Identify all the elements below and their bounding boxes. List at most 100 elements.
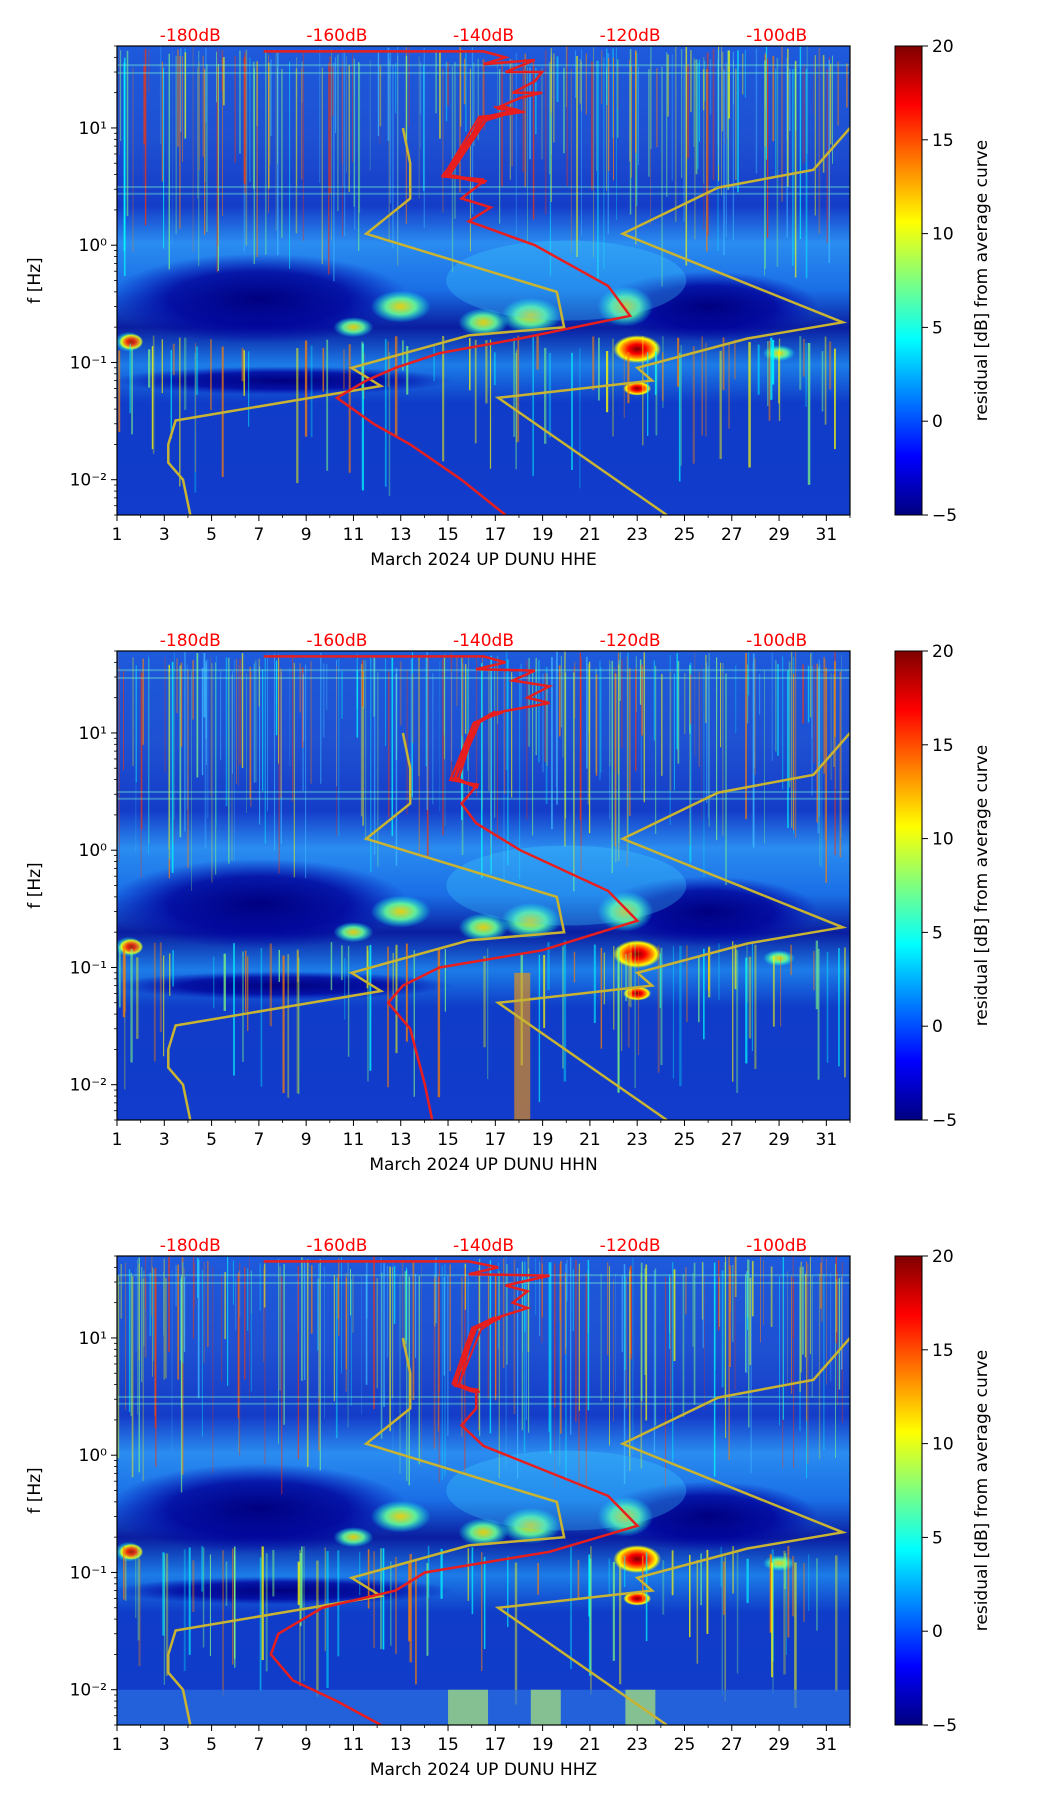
psd-curve	[263, 1260, 640, 1725]
x-tick-label: 13	[390, 525, 412, 545]
low-power-region	[117, 1463, 409, 1554]
top-db-label: -100dB	[746, 631, 807, 651]
x-tick-label: 19	[532, 1735, 554, 1755]
noise-model-high-curve	[494, 1337, 850, 1725]
y-tick-label: 10⁻¹	[70, 958, 107, 978]
x-tick-label: 25	[674, 525, 696, 545]
y-tick-label: 10⁰	[79, 841, 108, 861]
colorbar-tick-label: 15	[932, 1341, 954, 1361]
x-tick-label: 9	[301, 525, 312, 545]
y-tick-label: 10⁻¹	[70, 1563, 107, 1583]
colorbar-tick-label: 10	[932, 1435, 954, 1455]
colorbar-tick-label: 15	[932, 736, 954, 756]
colorbar-tick-label: 20	[932, 642, 954, 662]
colorbar: −5 0 5 10 15 20 residual [dB] from average cur…	[894, 37, 992, 526]
x-tick-label: 25	[674, 1735, 696, 1755]
top-db-label: -140dB	[453, 26, 514, 46]
y-tick-label: 10⁰	[79, 1446, 108, 1466]
top-db-label: -120dB	[600, 26, 661, 46]
microseism-blob	[597, 891, 654, 932]
top-db-label: -140dB	[453, 1236, 514, 1256]
x-tick-label: 5	[206, 525, 217, 545]
microseism-blob	[763, 950, 796, 967]
colorbar-tick-label: −5	[932, 506, 957, 526]
y-axis-label: f [Hz]	[25, 257, 45, 303]
x-tick-label: 17	[485, 1130, 507, 1150]
x-tick-label: 17	[485, 525, 507, 545]
noise-model-high-curve	[494, 127, 850, 515]
x-tick-label: 3	[159, 1735, 170, 1755]
colorbar-gradient	[894, 1255, 923, 1726]
microseism-blob	[370, 1500, 431, 1533]
storm-hotspot	[623, 1591, 652, 1606]
storm-hotspot	[613, 940, 662, 969]
low-power-band	[117, 366, 453, 395]
noise-model-low-curve	[167, 127, 566, 515]
microseism-blob	[370, 895, 431, 928]
storm-hotspot	[119, 1543, 144, 1560]
colorbar-tick-label: 5	[932, 1528, 943, 1548]
x-tick-label: 15	[437, 1130, 459, 1150]
top-db-label: -120dB	[600, 1236, 661, 1256]
y-tick-label: 10¹	[79, 724, 107, 744]
top-db-label: -160dB	[306, 26, 367, 46]
x-tick-label: 13	[390, 1130, 412, 1150]
x-tick-label: 7	[253, 1130, 264, 1150]
x-tick-label: 1	[112, 1130, 123, 1150]
low-power-region	[117, 858, 409, 949]
y-axis-label: f [Hz]	[25, 862, 45, 908]
microseism-blob	[333, 317, 374, 338]
storm-hotspot	[623, 986, 652, 1001]
noise-model-low-curve	[167, 1337, 566, 1725]
colorbar-tick-label: 10	[932, 225, 954, 245]
y-tick-label: 10⁻²	[70, 471, 107, 491]
x-tick-label: 17	[485, 1735, 507, 1755]
top-db-label: -100dB	[746, 1236, 807, 1256]
x-tick-label: 25	[674, 1130, 696, 1150]
x-tick-label: 27	[721, 525, 743, 545]
colorbar: −5 0 5 10 15 20 residual [dB] from average cur…	[894, 1247, 992, 1736]
storm-hotspot	[623, 381, 652, 396]
microseism-blob	[333, 1527, 374, 1548]
x-tick-label: 23	[626, 1130, 648, 1150]
colorbar-label: residual [dB] from average curve	[972, 140, 992, 421]
x-tick-label: 15	[437, 525, 459, 545]
x-tick-label: 11	[343, 1735, 365, 1755]
y-tick-label: 10¹	[79, 119, 107, 139]
x-tick-label: 7	[253, 525, 264, 545]
x-tick-label: 21	[579, 1130, 601, 1150]
noise-model-high-curve	[494, 732, 850, 1120]
microseism-blob	[370, 290, 431, 323]
microseism-blob	[458, 308, 509, 337]
microseism-blob	[500, 902, 561, 939]
y-tick-label: 10⁻¹	[70, 353, 107, 373]
storm-hotspot	[119, 938, 144, 955]
colorbar-tick-label: 0	[932, 1622, 943, 1642]
microseism-blob	[597, 286, 654, 327]
microseism-blob	[500, 1507, 561, 1544]
x-tick-label: 27	[721, 1735, 743, 1755]
y-tick-label: 10⁰	[79, 236, 108, 256]
x-tick-label: 9	[301, 1130, 312, 1150]
x-tick-label: 29	[768, 1130, 790, 1150]
x-tick-label: 3	[159, 1130, 170, 1150]
x-tick-label: 31	[816, 1130, 838, 1150]
top-db-label: -160dB	[306, 1236, 367, 1256]
storm-hotspot	[119, 333, 144, 350]
top-db-label: -160dB	[306, 631, 367, 651]
colorbar-tick-label: −5	[932, 1716, 957, 1736]
microseism-blob	[333, 922, 374, 943]
colorbar-label: residual [dB] from average curve	[972, 745, 992, 1026]
x-tick-label: 15	[437, 1735, 459, 1755]
microseism-blob	[500, 297, 561, 334]
storm-hotspot	[613, 335, 662, 364]
y-tick-label: 10⁻²	[70, 1076, 107, 1096]
x-tick-label: 9	[301, 1735, 312, 1755]
top-db-label: -180dB	[160, 26, 221, 46]
colorbar: −5 0 5 10 15 20 residual [dB] from average cur…	[894, 642, 992, 1131]
x-axis-label: March 2024 UP DUNU HHZ	[370, 1760, 597, 1780]
colorbar-gradient	[894, 650, 923, 1121]
